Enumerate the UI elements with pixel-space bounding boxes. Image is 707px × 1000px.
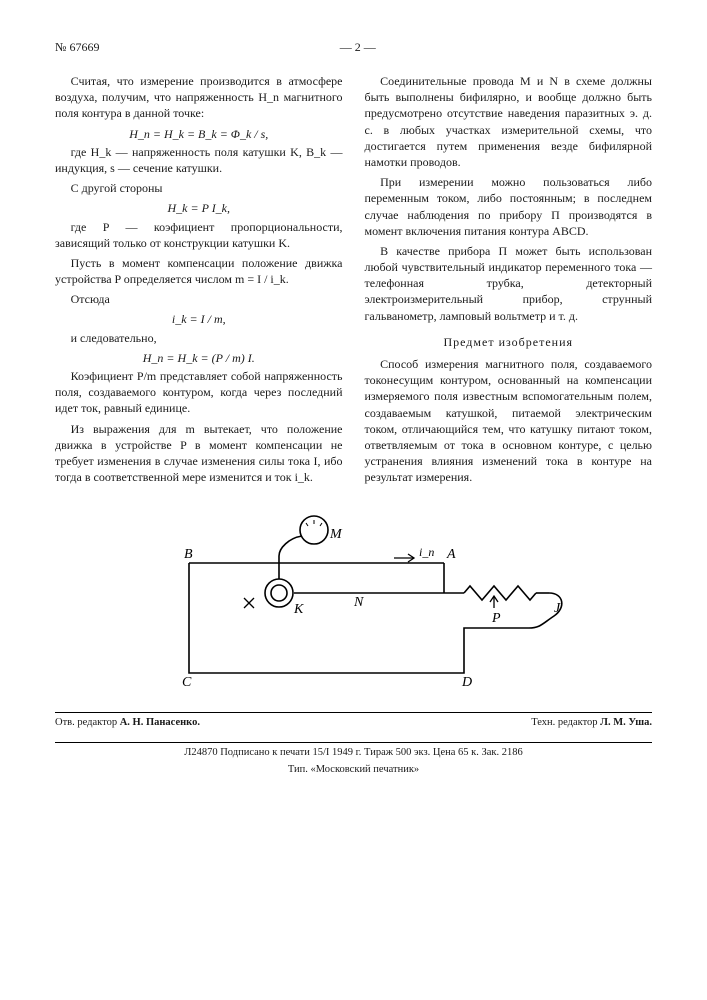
press-name: Тип. «Московский печатник» bbox=[55, 764, 652, 775]
para: В качестве прибора П может быть использо… bbox=[365, 243, 653, 324]
label-M: M bbox=[329, 527, 343, 542]
doc-number: № 67669 bbox=[55, 40, 99, 55]
para: Коэфициент P/m представляет собой напряж… bbox=[55, 368, 343, 417]
formula: H_n = H_k = B_k = Φ_k / s, bbox=[55, 126, 343, 142]
footer-rule bbox=[55, 712, 652, 713]
tech-editor-name: Л. М. Уша. bbox=[600, 717, 652, 728]
para: Из выражения для m вытекает, что положен… bbox=[55, 421, 343, 486]
claim-text: Способ измерения магнитного поля, создав… bbox=[365, 356, 653, 486]
label-J: J bbox=[554, 601, 561, 616]
para: Считая, что измерение производится в атм… bbox=[55, 73, 343, 122]
formula: H_n = H_k = (P / m) I. bbox=[55, 350, 343, 366]
body-columns: Считая, что измерение производится в атм… bbox=[55, 73, 652, 490]
footer-rule-2 bbox=[55, 742, 652, 743]
para: При измерении можно пользоваться либо пе… bbox=[365, 174, 653, 239]
para: где P — коэфициент пропорциональности, з… bbox=[55, 219, 343, 251]
label-B: B bbox=[184, 547, 193, 562]
para: Отсюда bbox=[55, 291, 343, 307]
label-A: A bbox=[446, 547, 456, 562]
tech-editor-label: Техн. редактор bbox=[531, 717, 597, 728]
page-number: — 2 — bbox=[340, 40, 376, 55]
para: С другой стороны bbox=[55, 180, 343, 196]
label-C: C bbox=[182, 675, 192, 690]
imprint-line: Л24870 Подписано к печати 15/I 1949 г. Т… bbox=[55, 747, 652, 758]
para: где H_k — напряженность поля катушки K, … bbox=[55, 144, 343, 176]
right-column: Соединительные провода M и N в схеме дол… bbox=[365, 73, 653, 490]
para: Соединительные провода M и N в схеме дол… bbox=[365, 73, 653, 170]
formula: H_k = P I_k, bbox=[55, 200, 343, 216]
resp-editor-label: Отв. редактор bbox=[55, 717, 117, 728]
formula: i_k = I / m, bbox=[55, 311, 343, 327]
para: Пусть в момент компенсации положение дви… bbox=[55, 255, 343, 287]
label-K: K bbox=[293, 602, 304, 617]
claim-title: Предмет изобретения bbox=[365, 334, 653, 350]
schematic-figure: B A C D M N K P J i_n bbox=[55, 508, 652, 698]
page-header: № 67669 — 2 — bbox=[55, 40, 652, 55]
label-in: i_n bbox=[419, 545, 434, 559]
para: и следовательно, bbox=[55, 330, 343, 346]
label-N: N bbox=[353, 595, 364, 610]
resp-editor-name: А. Н. Панасенко. bbox=[120, 717, 200, 728]
footer-editors: Отв. редактор А. Н. Панасенко. Техн. ред… bbox=[55, 717, 652, 728]
left-column: Считая, что измерение производится в атм… bbox=[55, 73, 343, 490]
label-D: D bbox=[461, 675, 472, 690]
circuit-diagram-svg: B A C D M N K P J i_n bbox=[134, 508, 574, 698]
label-P: P bbox=[491, 611, 501, 626]
